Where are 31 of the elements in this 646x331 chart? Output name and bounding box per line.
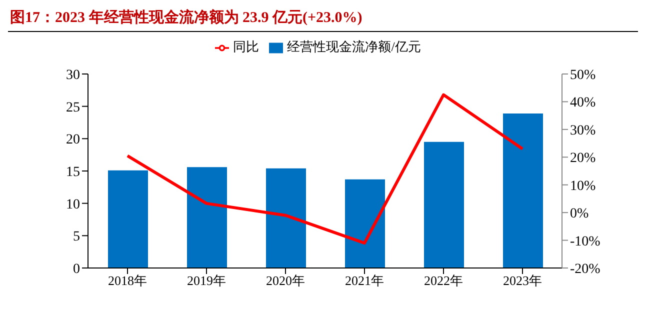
x-tick-label: 2020年 <box>266 273 305 288</box>
y-tick-label: 10 <box>66 197 80 212</box>
y2-tick-label: 30% <box>570 123 596 138</box>
y2-tick-label: 0% <box>570 206 589 222</box>
legend-label: 同比 <box>233 39 260 54</box>
y2-tick-label: -10% <box>570 234 601 250</box>
bar <box>345 179 385 268</box>
y2-tick-label: -20% <box>570 262 601 277</box>
bar <box>266 168 306 268</box>
x-tick-label: 2022年 <box>424 273 463 288</box>
y-tick-label: 15 <box>66 164 80 180</box>
bar <box>424 142 464 268</box>
line-series <box>126 93 524 245</box>
bar <box>503 113 543 268</box>
y-tick-label: 0 <box>73 262 80 277</box>
x-tick-label: 2023年 <box>503 273 542 288</box>
legend-label: 经营性现金流净额/亿元 <box>287 39 421 54</box>
bar <box>108 170 148 268</box>
y-tick-label: 25 <box>66 100 80 116</box>
y2-tick-label: 10% <box>570 178 596 194</box>
y2-tick-label: 20% <box>570 151 596 166</box>
chart-title: 图17：2023 年经营性现金流净额为 23.9 亿元(+23.0%) <box>8 8 638 32</box>
y2-tick-label: 40% <box>570 96 596 111</box>
y-tick-label: 20 <box>66 132 80 148</box>
y-tick-label: 30 <box>66 68 80 83</box>
x-tick-label: 2019年 <box>187 273 226 288</box>
x-tick-label: 2021年 <box>345 273 384 288</box>
y2-tick-label: 50% <box>570 68 596 83</box>
bar <box>187 167 227 268</box>
x-tick-label: 2018年 <box>108 273 147 288</box>
y-tick-label: 5 <box>73 230 80 245</box>
